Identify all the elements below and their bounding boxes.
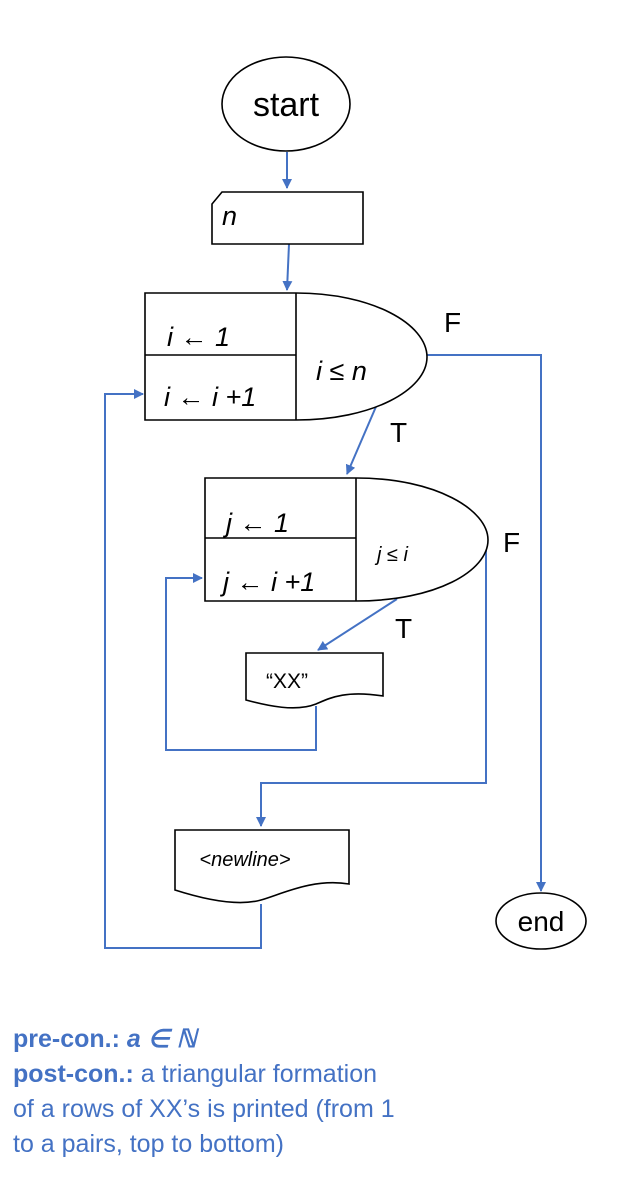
conditions-notes: pre-con.: a ∈ ℕ post-con.: a triangular … <box>13 1022 613 1162</box>
outer-loop-init: i ← 1 <box>167 322 230 352</box>
pre-condition-line: pre-con.: a ∈ ℕ <box>13 1022 613 1057</box>
start-terminal: start <box>221 56 351 152</box>
post-condition-line-1: post-con.: a triangular formation <box>13 1057 613 1092</box>
end-terminal: end <box>495 892 587 950</box>
flowchart: start n i ← 1 i ← i +1 i ≤ n F T j ← 1 j… <box>104 56 587 950</box>
arrow-newline-back-to-outer-step <box>104 389 262 949</box>
post-condition-text-1: a triangular formation <box>140 1060 378 1088</box>
print-newline-document: <newline> <box>174 829 350 904</box>
outer-false-label: F <box>444 307 461 338</box>
print-newline-shape <box>174 829 350 904</box>
end-ellipse <box>495 892 587 950</box>
input-box: n <box>211 191 364 245</box>
pre-condition-label: pre-con.: <box>13 1025 120 1053</box>
inner-true-label: T <box>395 613 412 644</box>
end-label: end <box>518 906 565 937</box>
post-condition-line-3: to a pairs, top to bottom) <box>13 1130 284 1158</box>
outer-loop-step: i ← i +1 <box>164 382 256 412</box>
post-condition-label: post-con.: <box>13 1060 134 1088</box>
inner-false-label: F <box>503 527 520 558</box>
arrow-outer-true-to-inner-loop <box>345 401 379 475</box>
arrow-print-back-to-inner-step <box>165 573 317 751</box>
arrow-input-to-outer-loop <box>282 243 293 291</box>
inner-loop-step: j ← i +1 <box>219 567 315 597</box>
outer-loop-condition: i ≤ n <box>316 356 367 386</box>
inner-loop: j ← 1 j ← i +1 j ≤ i F T <box>204 477 520 644</box>
inner-loop-condition: j ≤ i <box>374 544 409 566</box>
outer-loop: i ← 1 i ← i +1 i ≤ n F T <box>144 292 461 448</box>
connectors <box>104 152 546 949</box>
outer-loop-shape <box>144 292 428 421</box>
outer-true-label: T <box>390 417 407 448</box>
inner-loop-shape <box>204 477 489 602</box>
print-xx-label: “XX” <box>266 670 308 693</box>
print-xx-document: “XX” <box>245 652 384 709</box>
arrow-inner-false-to-newline <box>256 540 487 827</box>
input-label: n <box>222 201 237 231</box>
start-label: start <box>253 86 320 124</box>
arrow-inner-true-to-print <box>317 598 398 651</box>
input-shape <box>211 191 364 245</box>
pre-condition-value: a ∈ ℕ <box>126 1025 197 1053</box>
arrow-outer-false-to-end <box>425 354 546 892</box>
post-condition-line-2: of a rows of XX’s is printed (from 1 <box>13 1095 395 1123</box>
start-ellipse <box>221 56 351 152</box>
print-xx-shape <box>245 652 384 709</box>
inner-loop-init: j ← 1 <box>222 508 289 538</box>
print-newline-label: <newline> <box>199 849 290 871</box>
